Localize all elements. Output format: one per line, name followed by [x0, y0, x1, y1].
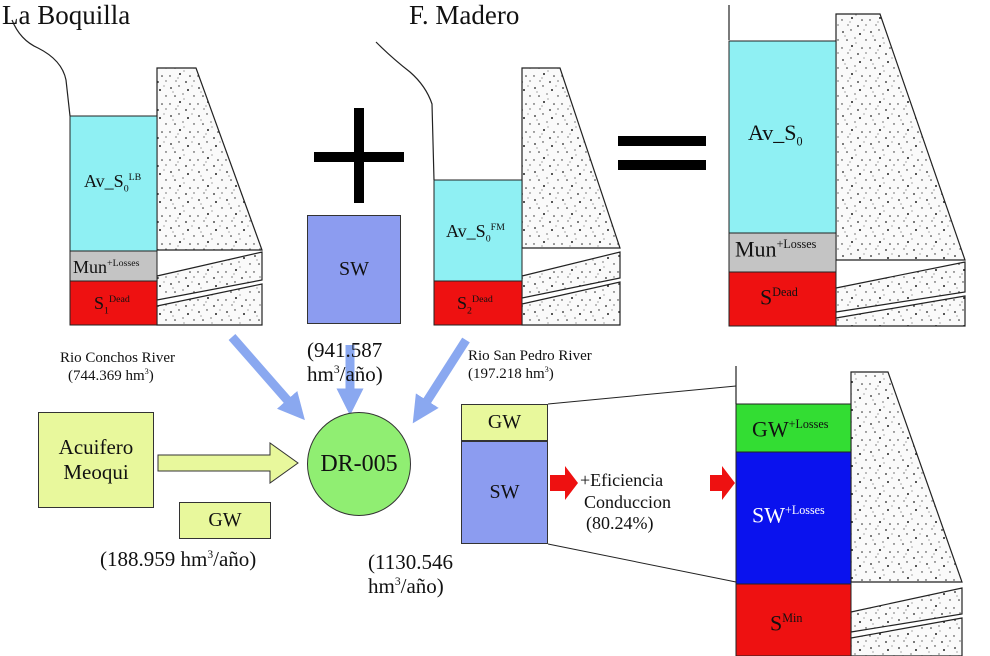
fm-available-label: Av_S0FM — [446, 221, 505, 245]
gw-box-label: GW — [208, 509, 242, 531]
lb-dam — [156, 67, 263, 326]
fm-shoreline — [375, 41, 435, 181]
fm-dead-label: S2Dead — [457, 293, 493, 317]
lb-available-label: Av_S0LB — [84, 171, 142, 195]
lb-municipal-storage — [69, 250, 158, 282]
lb-municipal-label: Mun+Losses — [73, 257, 140, 277]
plus-sign — [314, 108, 404, 203]
dr-005-label: DR-005 — [320, 450, 398, 477]
gw-value: (188.959 hm3/año) — [100, 547, 257, 571]
storage-gw-label: GW+Losses — [752, 416, 829, 442]
title-f-madero: F. Madero — [409, 0, 520, 30]
efficiency-arrow-left — [550, 466, 578, 500]
total-dam — [835, 13, 966, 327]
storage-min-label: SMin — [770, 610, 803, 636]
supply-gw-box: GW — [461, 404, 548, 441]
total-municipal-label: Mun+Losses — [735, 236, 817, 262]
projection-line-bottom — [547, 543, 737, 583]
storage-dam — [850, 371, 963, 656]
lb-dead-label: S1Dead — [94, 293, 130, 317]
dr-005-circle: DR-005 — [307, 412, 411, 516]
equals-sign — [618, 136, 706, 170]
efficiency-arrow-right — [710, 466, 735, 500]
aquifer-label-line1: Acuifero — [58, 434, 134, 459]
sanpedro-flow-arrow — [412, 337, 470, 424]
supply-sw-label: SW — [489, 481, 520, 503]
total-dead-label: SDead — [760, 284, 798, 310]
gw-box: GW — [179, 502, 271, 539]
aquifer-box: Acuifero Meoqui — [38, 412, 154, 508]
total-dead-storage — [728, 271, 837, 327]
lb-available-storage — [69, 115, 158, 252]
lb-shoreline — [11, 19, 71, 117]
supply-gw-label: GW — [487, 411, 522, 433]
fm-dam — [521, 67, 621, 326]
aquifer-arrow — [157, 442, 299, 484]
lb-dead-storage — [69, 280, 158, 326]
fm-available-storage — [433, 179, 523, 282]
total-available-storage — [728, 40, 837, 234]
fm-dead-storage — [433, 280, 523, 326]
total-municipal-storage — [728, 232, 837, 273]
sw-box: SW — [307, 215, 401, 324]
rio-conchos-label: Rio Conchos River (744.369 hm3) — [60, 350, 175, 385]
aquifer-label-line2: Meoqui — [63, 460, 129, 484]
storage-sw-label: SW+Losses — [752, 502, 825, 528]
projection-line-top — [547, 385, 737, 405]
storage-min-block — [735, 583, 852, 656]
conchos-flow-arrow — [228, 334, 305, 421]
storage-gw-block — [735, 403, 852, 453]
total-value: (1130.546 hm3/año) — [368, 550, 453, 599]
sw-value: (941.587 hm3/año) — [307, 338, 383, 387]
efficiency-text: +Eficiencia Conduccion (80.24%) — [580, 470, 671, 534]
supply-sw-box: SW — [461, 441, 548, 544]
title-la-boquilla: La Boquilla — [2, 0, 131, 30]
total-available-label: Av_S0 — [748, 120, 803, 149]
sw-box-label: SW — [339, 258, 369, 280]
rio-san-pedro-label: Rio San Pedro River (197.218 hm3) — [468, 348, 592, 383]
storage-sw-block — [735, 451, 852, 585]
